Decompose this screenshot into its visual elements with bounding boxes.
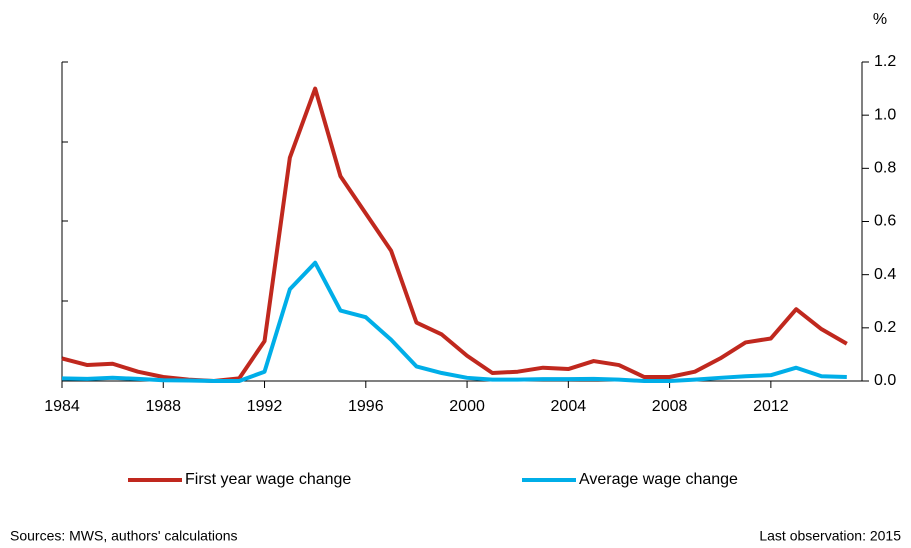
x-tick-label: 1992 bbox=[247, 398, 283, 415]
series-line bbox=[61, 260, 847, 383]
legend-label: Average wage change bbox=[579, 471, 738, 488]
x-tick-label: 1996 bbox=[348, 398, 384, 415]
y-tick-label: 0.4 bbox=[874, 266, 896, 283]
x-tick-label: 1988 bbox=[145, 398, 181, 415]
series-line bbox=[61, 86, 848, 383]
x-tick-label: 2004 bbox=[551, 398, 587, 415]
legend-label: First year wage change bbox=[185, 471, 351, 488]
left-axis bbox=[61, 61, 68, 381]
note: Last observation: 2015 bbox=[759, 528, 901, 544]
y-tick-label: 0.2 bbox=[874, 319, 896, 336]
x-tick-label: 1984 bbox=[44, 398, 80, 415]
x-tick-label: 2012 bbox=[753, 398, 789, 415]
y-tick-label: 0.0 bbox=[874, 372, 896, 389]
y-tick-label: 0.8 bbox=[874, 160, 896, 177]
y-tick-label: 0.6 bbox=[874, 213, 896, 230]
source: Sources: MWS, authors' calculations bbox=[10, 528, 238, 544]
x-tick-label: 2000 bbox=[449, 398, 485, 415]
unit-label: % bbox=[873, 11, 887, 28]
y-tick-label: 1.0 bbox=[874, 106, 896, 123]
y-tick-label: 1.2 bbox=[874, 53, 896, 70]
x-tick-label: 2008 bbox=[652, 398, 688, 415]
